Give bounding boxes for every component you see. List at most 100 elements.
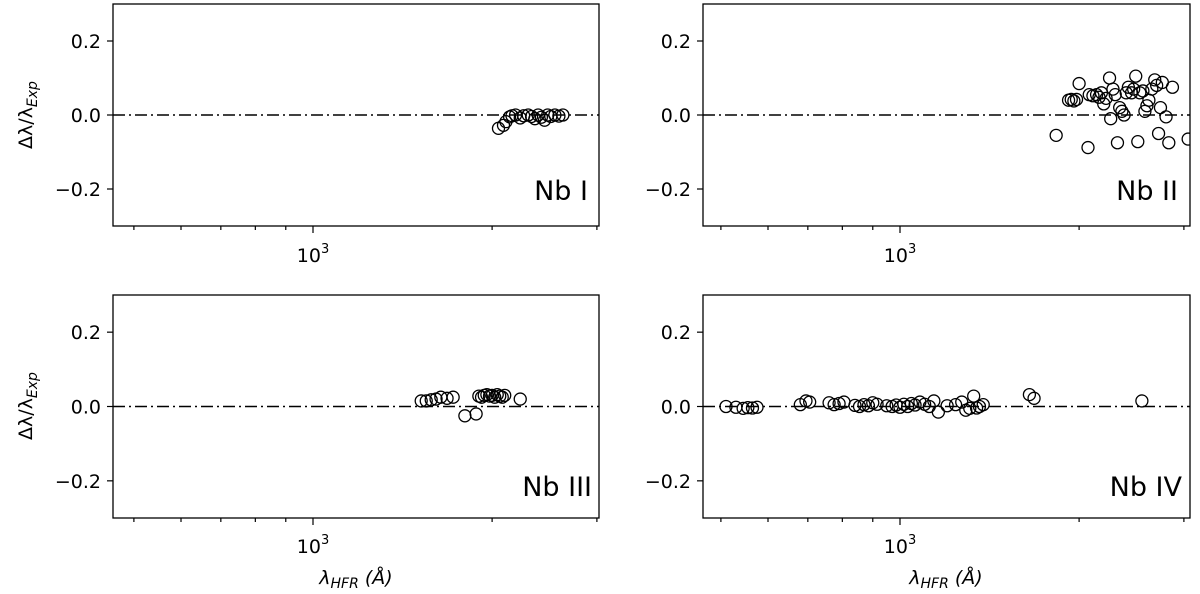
data-point bbox=[1145, 82, 1159, 96]
data-point bbox=[524, 109, 539, 124]
y-tick-label: 0.2 bbox=[71, 31, 101, 53]
x-ticks bbox=[133, 518, 598, 525]
y-tick-label: 0.0 bbox=[71, 105, 101, 127]
data-point bbox=[1119, 86, 1133, 100]
data-point bbox=[900, 399, 915, 414]
x-ticks bbox=[720, 226, 1185, 233]
x-major-tick-label: 103 bbox=[297, 242, 329, 267]
data-point bbox=[1165, 80, 1180, 94]
y-tick-label: −0.2 bbox=[645, 471, 691, 493]
data-point bbox=[419, 394, 433, 408]
panel-label: Nb IV bbox=[1110, 472, 1183, 503]
data-points bbox=[491, 108, 626, 135]
data-point bbox=[927, 394, 941, 408]
panel-nb-i: 0.2 0.0 −0.2 Nb I 103 Δλ/λExp bbox=[15, 3, 626, 267]
x-major-tick-label: 103 bbox=[297, 533, 329, 558]
data-point bbox=[609, 110, 621, 122]
data-point bbox=[414, 394, 428, 408]
data-point bbox=[1049, 128, 1063, 143]
panel-nb-iii: 0.2 0.0 −0.2 Nb III 103 Δλ/λExp λHFR (Å) bbox=[15, 294, 600, 592]
x-axis-title: λHFR (Å) bbox=[908, 566, 982, 592]
data-point bbox=[1140, 99, 1154, 113]
data-point bbox=[556, 108, 570, 122]
data-point bbox=[1102, 71, 1117, 85]
data-point bbox=[611, 113, 623, 125]
data-point bbox=[848, 398, 862, 413]
panel-label: Nb II bbox=[1116, 176, 1178, 207]
data-point bbox=[1022, 387, 1037, 402]
data-point bbox=[976, 397, 990, 412]
data-point bbox=[741, 400, 755, 415]
y-tick-label: 0.2 bbox=[71, 322, 101, 344]
data-point bbox=[1064, 92, 1078, 107]
data-point bbox=[1159, 110, 1173, 124]
data-point bbox=[614, 109, 626, 121]
data-point bbox=[870, 397, 884, 411]
data-point bbox=[440, 391, 454, 405]
x-axis-title: λHFR (Å) bbox=[318, 566, 392, 592]
y-ticks: 0.2 0.0 −0.2 bbox=[55, 322, 113, 493]
data-point bbox=[424, 393, 438, 407]
data-point bbox=[1133, 86, 1147, 100]
data-point bbox=[736, 401, 750, 416]
data-point bbox=[1069, 92, 1084, 107]
y-tick-label: −0.2 bbox=[645, 179, 691, 201]
y-axis-title: Δλ/λExp bbox=[15, 81, 41, 149]
data-point bbox=[1136, 84, 1150, 98]
data-point bbox=[963, 401, 977, 416]
data-point bbox=[1129, 69, 1143, 83]
y-tick-label: −0.2 bbox=[55, 471, 101, 493]
data-point bbox=[488, 390, 502, 404]
data-point bbox=[498, 388, 512, 403]
panel-label: Nb III bbox=[522, 472, 592, 503]
y-ticks: 0.2 0.0 −0.2 bbox=[645, 322, 703, 493]
y-tick-label: −0.2 bbox=[55, 179, 101, 201]
y-tick-label: 0.0 bbox=[661, 105, 691, 127]
y-tick-label: 0.2 bbox=[661, 322, 691, 344]
data-point bbox=[1131, 134, 1145, 149]
data-point bbox=[1104, 112, 1118, 126]
y-ticks: 0.2 0.0 −0.2 bbox=[645, 31, 703, 201]
panel-label: Nb I bbox=[534, 176, 588, 207]
data-point bbox=[1027, 391, 1041, 405]
data-point bbox=[1151, 126, 1166, 141]
data-point bbox=[1110, 136, 1125, 150]
data-point bbox=[495, 390, 509, 404]
y-tick-label: 0.2 bbox=[661, 31, 691, 53]
data-point bbox=[469, 407, 483, 421]
data-point bbox=[750, 400, 764, 414]
data-point bbox=[528, 112, 542, 126]
x-ticks bbox=[133, 226, 598, 233]
data-point bbox=[940, 399, 954, 413]
data-point bbox=[1117, 108, 1131, 122]
panel-nb-iv: 0.2 0.0 −0.2 Nb IV 103 λHFR (Å) bbox=[645, 294, 1191, 592]
data-point bbox=[719, 399, 733, 414]
data-points bbox=[414, 387, 527, 423]
data-point bbox=[1162, 136, 1176, 150]
data-point bbox=[1081, 140, 1095, 155]
data-point bbox=[745, 401, 760, 415]
x-major-tick-label: 103 bbox=[884, 242, 916, 267]
x-ticks bbox=[720, 518, 1185, 525]
data-point bbox=[1108, 88, 1122, 102]
data-point bbox=[1099, 91, 1113, 105]
y-tick-label: 0.0 bbox=[661, 397, 691, 419]
data-point bbox=[480, 387, 494, 402]
y-tick-label: 0.0 bbox=[71, 397, 101, 419]
data-point bbox=[1106, 82, 1120, 96]
data-point bbox=[1135, 394, 1149, 408]
panel-nb-ii: 0.2 0.0 −0.2 Nb II 103 bbox=[645, 3, 1191, 267]
data-points bbox=[719, 387, 1149, 419]
data-point bbox=[446, 390, 460, 404]
y-axis-title: Δλ/λExp bbox=[15, 372, 41, 440]
data-point bbox=[1072, 76, 1086, 91]
data-point bbox=[1115, 104, 1129, 118]
data-point bbox=[513, 392, 527, 406]
data-point bbox=[612, 115, 624, 127]
data-point bbox=[803, 395, 817, 409]
data-point bbox=[534, 110, 549, 124]
data-point bbox=[897, 397, 911, 411]
data-point bbox=[458, 409, 472, 423]
data-point bbox=[1181, 132, 1190, 146]
